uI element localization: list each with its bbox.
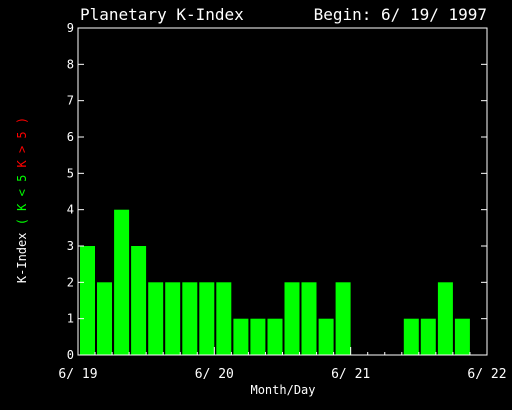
begin-date-label: Begin: 6/ 19/ 1997 [314, 5, 487, 24]
bar [216, 282, 232, 355]
bar [131, 246, 147, 355]
bar [199, 282, 215, 355]
x-tick-label: 6/ 19 [58, 367, 97, 382]
bar [165, 282, 181, 355]
y-tick-label: 4 [67, 203, 74, 217]
bar [97, 282, 112, 355]
y-tick-label: 5 [67, 166, 74, 180]
bar [233, 318, 249, 355]
y-tick-labels: 0 1 2 3 4 5 6 7 8 9 [67, 21, 74, 362]
bar [437, 282, 453, 355]
bar [267, 318, 283, 355]
bar [454, 318, 470, 355]
bar [335, 282, 351, 355]
y-axis-title: K-Index ( K < 5 K > 5 ) [15, 117, 29, 283]
y-axis-label-main: K-Index [15, 233, 29, 284]
bar [250, 318, 266, 355]
bar [114, 209, 130, 355]
bar [318, 318, 334, 355]
bar [301, 282, 317, 355]
y-tick-label: 8 [67, 57, 74, 71]
x-axis-title: Month/Day [250, 383, 315, 397]
bar [284, 282, 300, 355]
y-tick-label: 1 [67, 312, 74, 326]
bar [420, 318, 436, 355]
bars-group [80, 209, 470, 355]
bar [403, 318, 419, 355]
x-tick-labels: 6/ 19 6/ 20 6/ 21 6/ 22 [58, 367, 506, 382]
y-axis-label-low: ( K < 5 [15, 175, 29, 226]
y-tick-label: 0 [67, 348, 74, 362]
chart-title: Planetary K-Index [80, 5, 244, 24]
x-tick-label: 6/ 20 [195, 367, 234, 382]
svg-text:K-Index ( K < 5 K > 5 ): K-Index ( K < 5 K > 5 ) [15, 117, 29, 283]
y-axis-label-high: K > 5 ) [15, 117, 29, 168]
y-tick-label: 2 [67, 275, 74, 289]
bar [182, 282, 198, 355]
y-tick-label: 3 [67, 239, 74, 253]
x-tick-label: 6/ 21 [331, 367, 370, 382]
y-tick-label: 9 [67, 21, 74, 35]
bar [80, 246, 95, 355]
y-tick-label: 7 [67, 94, 74, 108]
axes-group [77, 27, 488, 356]
bar [148, 282, 164, 355]
x-tick-label: 6/ 22 [467, 367, 506, 382]
y-tick-label: 6 [67, 130, 74, 144]
